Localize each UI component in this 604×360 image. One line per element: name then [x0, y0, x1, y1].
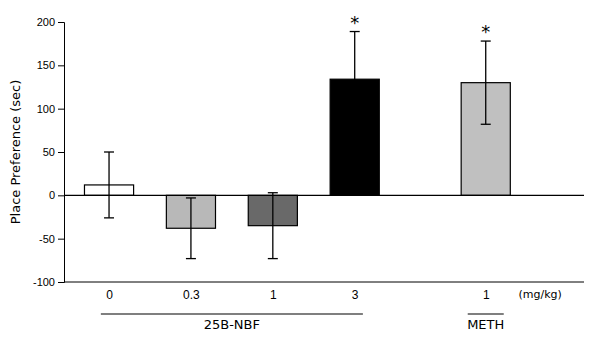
error-bar-stem [354, 32, 355, 127]
x-tick: 0 [106, 288, 113, 302]
x-axis: 0 0.3 1 3 1 [106, 288, 490, 302]
x-tick: 1 [270, 288, 277, 302]
x-tick-label: 1 [270, 288, 277, 302]
y-tick-mark [58, 152, 64, 153]
error-bar-cap [268, 192, 278, 193]
y-tick-mark [58, 65, 64, 66]
error-bar [186, 198, 196, 259]
marks [84, 32, 510, 259]
y-tick: 0 [49, 189, 64, 201]
error-bar-stem [272, 193, 273, 259]
error-bar [268, 193, 278, 259]
error-bar [350, 32, 360, 127]
y-axis-line [58, 23, 65, 283]
error-bar-cap [350, 126, 360, 127]
group-label: 25B-NBF [204, 317, 260, 332]
y-tick-mark [58, 282, 64, 283]
y-tick-label: 200 [37, 16, 55, 28]
zero-line [64, 195, 584, 196]
y-tick-mark [58, 239, 64, 240]
error-bar [104, 152, 114, 218]
group-label: METH [467, 317, 504, 332]
significance-star: * [481, 21, 490, 42]
y-tick: -100 [33, 276, 64, 288]
group-bracket [468, 313, 504, 314]
x-tick-label: 0.3 [183, 288, 200, 302]
y-tick-label: -50 [39, 233, 55, 245]
y-tick: 200 [37, 16, 64, 28]
plot: -100 -50 0 50 100 150 200 * * 0 0.3 1 3 1 (mg/kg) 25B-N… [33, 12, 584, 333]
y-tick-label: 100 [37, 103, 55, 115]
error-bar-cap [104, 217, 114, 218]
y-tick-label: -100 [33, 276, 55, 288]
error-bar-cap [186, 258, 196, 259]
x-axis-title: (mg/kg) [518, 288, 561, 301]
error-bar-stem [190, 198, 191, 259]
x-tick: 3 [352, 288, 359, 302]
y-tick-label: 50 [43, 146, 55, 158]
chart: -100 -50 0 50 100 150 200 * * 0 0.3 1 3 1 (mg/kg) 25B-N… [0, 0, 604, 360]
x-tick: 1 [483, 288, 490, 302]
y-tick: -50 [39, 233, 64, 245]
y-tick-mark [58, 195, 64, 196]
y-tick-mark [58, 109, 64, 110]
error-bar-cap [268, 258, 278, 259]
x-tick-label: 3 [352, 288, 359, 302]
x-tick-label: 0 [106, 288, 113, 302]
error-bar-stem [485, 41, 486, 124]
x-axis-line [64, 282, 584, 283]
y-tick-label: 0 [49, 189, 55, 201]
error-bar-cap [481, 124, 491, 125]
y-tick-mark [58, 22, 64, 23]
y-axis-title: Place Preference (sec) [8, 80, 23, 225]
error-bar-cap [104, 151, 114, 152]
group-bracket [101, 313, 363, 314]
y-tick: 100 [37, 103, 64, 115]
significance-star: * [350, 12, 359, 33]
x-tick-label: 1 [483, 288, 490, 302]
x-tick: 0.3 [183, 288, 200, 302]
y-tick: 150 [37, 59, 64, 71]
error-bar [481, 41, 491, 124]
y-tick: 50 [43, 146, 64, 158]
error-bar-stem [108, 152, 109, 218]
y-axis: -100 -50 0 50 100 150 200 [33, 16, 65, 288]
y-tick-label: 150 [37, 59, 55, 71]
error-bar-cap [186, 197, 196, 198]
